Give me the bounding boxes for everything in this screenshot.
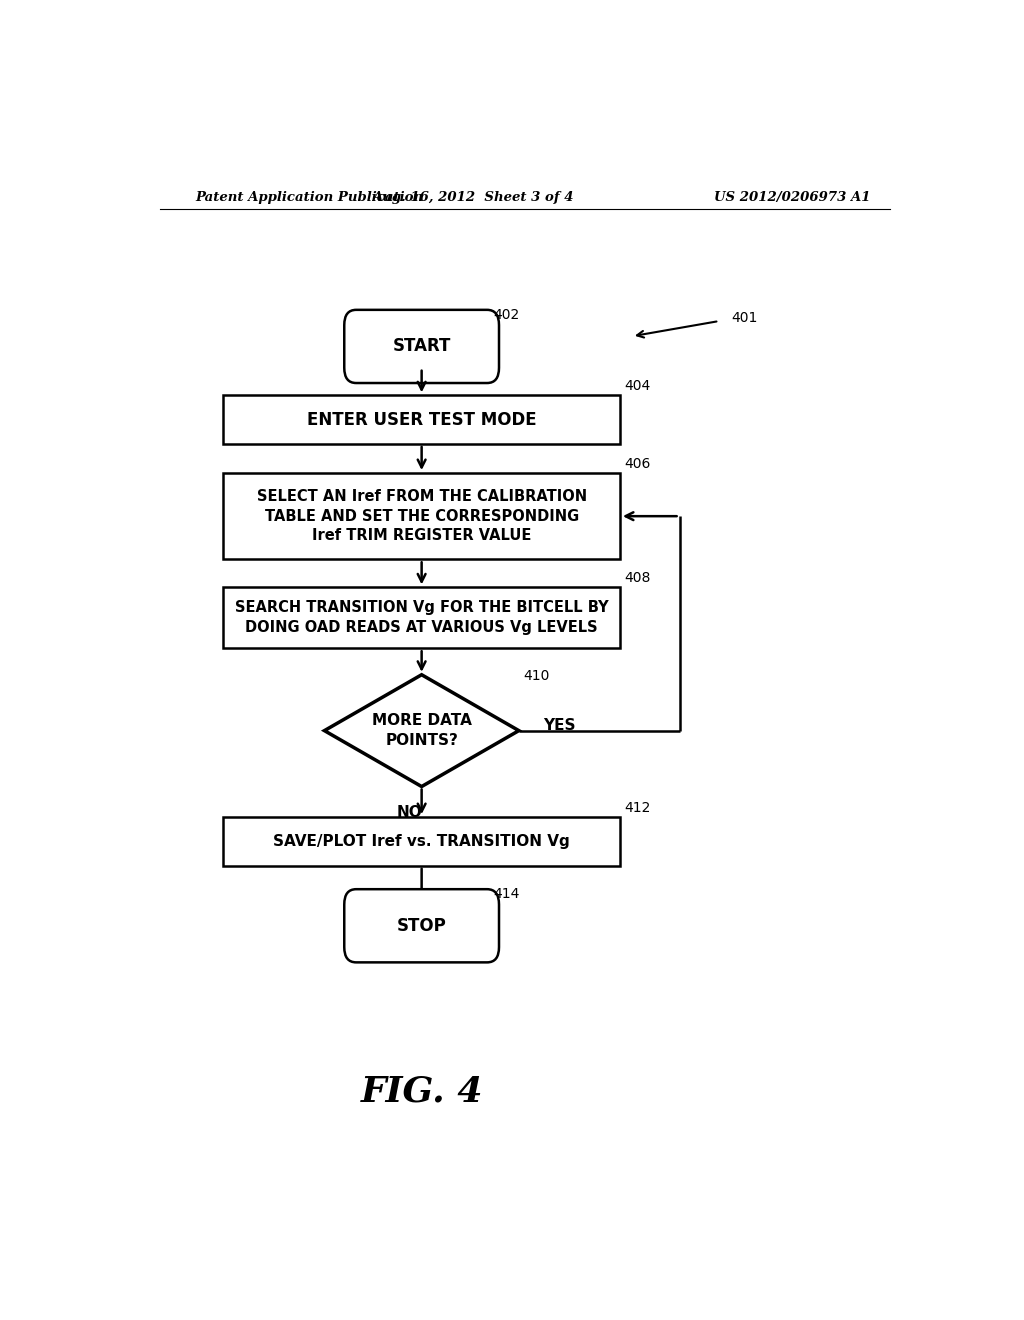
Text: SAVE/PLOT Iref vs. TRANSITION Vg: SAVE/PLOT Iref vs. TRANSITION Vg (273, 834, 570, 849)
Text: Patent Application Publication: Patent Application Publication (196, 190, 424, 203)
Text: SELECT AN Iref FROM THE CALIBRATION
TABLE AND SET THE CORRESPONDING
Iref TRIM RE: SELECT AN Iref FROM THE CALIBRATION TABL… (257, 488, 587, 544)
Bar (223, 395, 621, 444)
Text: 401: 401 (731, 312, 758, 325)
Text: STOP: STOP (396, 917, 446, 935)
Text: 404: 404 (624, 379, 650, 393)
Text: FIG. 4: FIG. 4 (360, 1074, 483, 1109)
Polygon shape (325, 675, 519, 787)
Text: US 2012/0206973 A1: US 2012/0206973 A1 (714, 190, 870, 203)
Text: NO: NO (397, 805, 423, 820)
Text: 414: 414 (494, 887, 520, 902)
Bar (223, 473, 621, 560)
Text: 412: 412 (624, 801, 650, 814)
Bar (223, 587, 621, 648)
FancyBboxPatch shape (344, 310, 499, 383)
Text: Aug. 16, 2012  Sheet 3 of 4: Aug. 16, 2012 Sheet 3 of 4 (373, 190, 574, 203)
Text: YES: YES (543, 718, 575, 733)
Text: 406: 406 (624, 457, 650, 471)
Text: ENTER USER TEST MODE: ENTER USER TEST MODE (307, 411, 537, 429)
FancyBboxPatch shape (344, 890, 499, 962)
Bar (223, 817, 621, 866)
Text: SEARCH TRANSITION Vg FOR THE BITCELL BY
DOING OAD READS AT VARIOUS Vg LEVELS: SEARCH TRANSITION Vg FOR THE BITCELL BY … (234, 601, 608, 635)
Text: MORE DATA
POINTS?: MORE DATA POINTS? (372, 713, 472, 748)
Text: START: START (392, 338, 451, 355)
Text: 408: 408 (624, 572, 650, 585)
Text: 402: 402 (494, 308, 520, 322)
Text: 410: 410 (523, 669, 549, 682)
